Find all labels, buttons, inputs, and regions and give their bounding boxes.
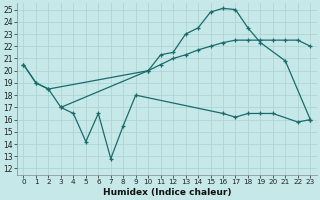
X-axis label: Humidex (Indice chaleur): Humidex (Indice chaleur) bbox=[103, 188, 231, 197]
